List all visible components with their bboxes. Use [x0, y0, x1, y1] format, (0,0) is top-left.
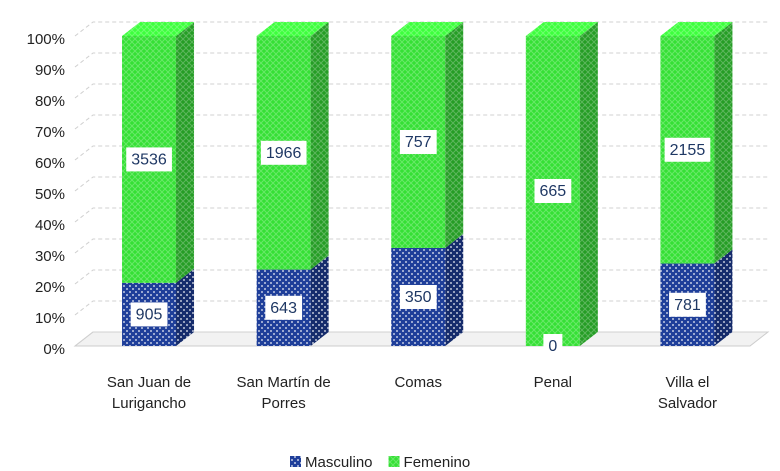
data-label: 665 [539, 183, 566, 200]
y-tick-label: 30% [35, 248, 65, 265]
y-tick-label: 60% [35, 155, 65, 172]
bar-side [310, 22, 329, 270]
bar-top [122, 22, 195, 36]
data-label-box [399, 284, 437, 309]
x-tick-label: Comas [394, 374, 442, 391]
x-tick-label: Penal [533, 374, 573, 391]
data-label: 3536 [131, 152, 167, 169]
y-tick-label: 40% [35, 217, 65, 234]
data-label-box [399, 129, 437, 154]
y-tick-label: 100% [27, 31, 65, 48]
y-tick-label: 10% [35, 310, 65, 327]
bar-top [391, 22, 464, 36]
data-label: 643 [270, 300, 297, 317]
data-label: 757 [405, 134, 432, 151]
x-tick-label: Villa el Salvador [657, 374, 718, 412]
data-label-box [265, 295, 303, 320]
y-tick-label: 80% [35, 93, 65, 110]
bar-top [660, 22, 733, 36]
data-label-box [543, 334, 563, 358]
data-label: 905 [136, 307, 163, 324]
legend-label: Femenino [404, 454, 471, 471]
data-label-box [260, 140, 307, 165]
bar-side [579, 22, 598, 346]
y-tick-label: 20% [35, 279, 65, 296]
bar-top [256, 22, 329, 36]
legend-swatch [388, 456, 400, 467]
legend-label: Masculino [305, 454, 373, 471]
data-label-box [130, 302, 168, 327]
x-tick-label: San Juan de Lurigancho [106, 374, 192, 412]
bar-side [714, 249, 733, 346]
data-label: 781 [674, 297, 701, 314]
bar-side [310, 255, 329, 346]
y-tick-label: 0% [43, 341, 65, 358]
bar-side [176, 22, 195, 283]
bar-side [714, 22, 733, 264]
legend-swatch [290, 456, 301, 467]
data-label: 1966 [266, 145, 302, 162]
data-label: 350 [405, 289, 432, 306]
grid-line [74, 21, 768, 37]
bar-side [445, 22, 464, 248]
data-label-box [534, 179, 572, 203]
y-tick-label: 50% [35, 186, 65, 203]
y-tick-label: 90% [35, 62, 65, 79]
data-label-box [664, 137, 711, 162]
data-label-box [126, 147, 172, 172]
bar-top [525, 22, 598, 36]
bar-side [176, 268, 195, 346]
data-label: 0 [548, 338, 557, 355]
data-label-box [669, 292, 706, 317]
x-tick-label: San Martín de Porres [236, 374, 331, 412]
y-tick-label: 70% [35, 124, 65, 141]
data-label: 2155 [670, 142, 706, 159]
bar-side [445, 233, 464, 346]
